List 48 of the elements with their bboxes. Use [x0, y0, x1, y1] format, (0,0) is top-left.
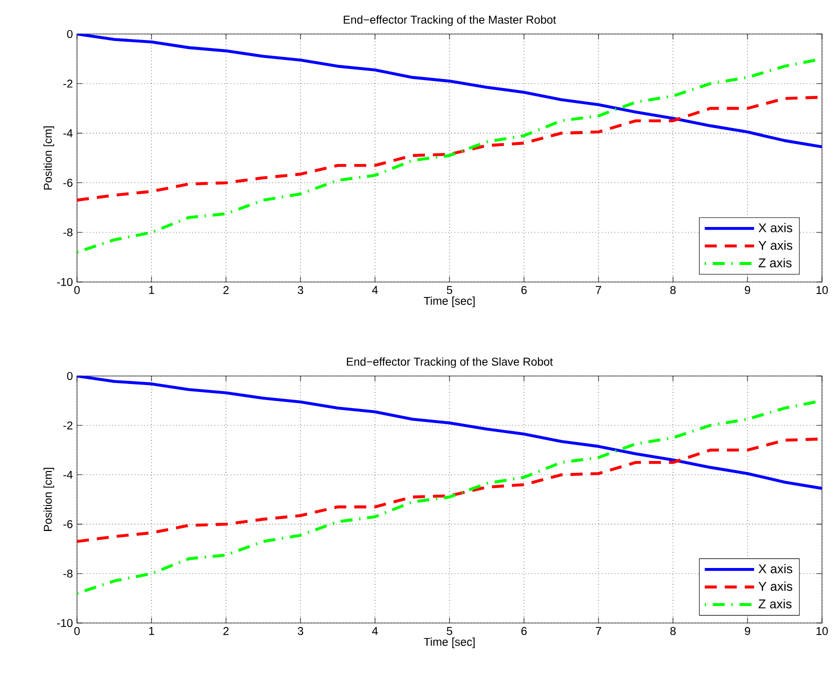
- x-tick-label: 5: [446, 627, 452, 635]
- x-tick-label: 8: [670, 286, 676, 294]
- x-tick-label: 7: [596, 627, 602, 635]
- y-tick-label: -8: [63, 570, 72, 578]
- x-tick-label: 1: [149, 286, 154, 294]
- x-axis-title: Time [sec]: [424, 638, 475, 648]
- y-tick-label: 0: [67, 372, 73, 380]
- y-tick-label: -6: [63, 520, 72, 528]
- chart-title: End−effector Tracking of the Slave Robot: [346, 357, 553, 368]
- x-tick-label: 0: [74, 286, 80, 294]
- y-axis-title: Position [cm]: [44, 126, 54, 190]
- legend-label: X axis: [758, 222, 792, 232]
- x-tick-label: 10: [816, 627, 828, 636]
- y-tick-label: -2: [63, 80, 72, 88]
- y-tick-label: -4: [63, 470, 73, 479]
- x-tick-label: 9: [744, 286, 750, 294]
- legend-label: X axis: [758, 564, 792, 574]
- x-tick-label: 6: [521, 286, 527, 294]
- line-series: [77, 34, 822, 148]
- x-tick-label: 3: [298, 286, 304, 294]
- x-tick-label: 8: [670, 627, 676, 636]
- legend-label: Z axis: [758, 599, 792, 608]
- legend-label: Y axis: [758, 240, 792, 250]
- x-tick-label: 2: [223, 286, 229, 294]
- x-tick-label: 10: [816, 286, 828, 294]
- x-tick-label: 4: [372, 286, 378, 294]
- y-tick-label: -6: [63, 178, 72, 187]
- legend-label: Z axis: [758, 258, 792, 268]
- x-tick-label: 5: [446, 286, 452, 294]
- y-tick-label: -4: [63, 129, 73, 138]
- y-tick-label: -10: [57, 618, 73, 627]
- y-tick-label: 0: [67, 30, 73, 38]
- line-series: [77, 376, 822, 490]
- x-tick-label: 1: [149, 627, 154, 635]
- x-tick-label: 4: [372, 627, 378, 635]
- x-tick-label: 3: [298, 627, 304, 636]
- y-axis-title: Position [cm]: [44, 468, 54, 532]
- x-tick-label: 2: [223, 627, 229, 635]
- x-tick-label: 0: [74, 627, 80, 636]
- y-tick-label: -2: [63, 421, 72, 430]
- y-tick-label: -8: [63, 228, 72, 236]
- x-axis-title: Time [sec]: [424, 296, 475, 308]
- chart-title: End−effector Tracking of the Master Robot: [344, 15, 556, 26]
- x-tick-label: 6: [521, 627, 527, 636]
- x-tick-label: 9: [744, 627, 750, 636]
- y-tick-label: -10: [57, 278, 73, 286]
- x-tick-label: 7: [596, 286, 602, 294]
- legend-label: Y axis: [758, 582, 792, 591]
